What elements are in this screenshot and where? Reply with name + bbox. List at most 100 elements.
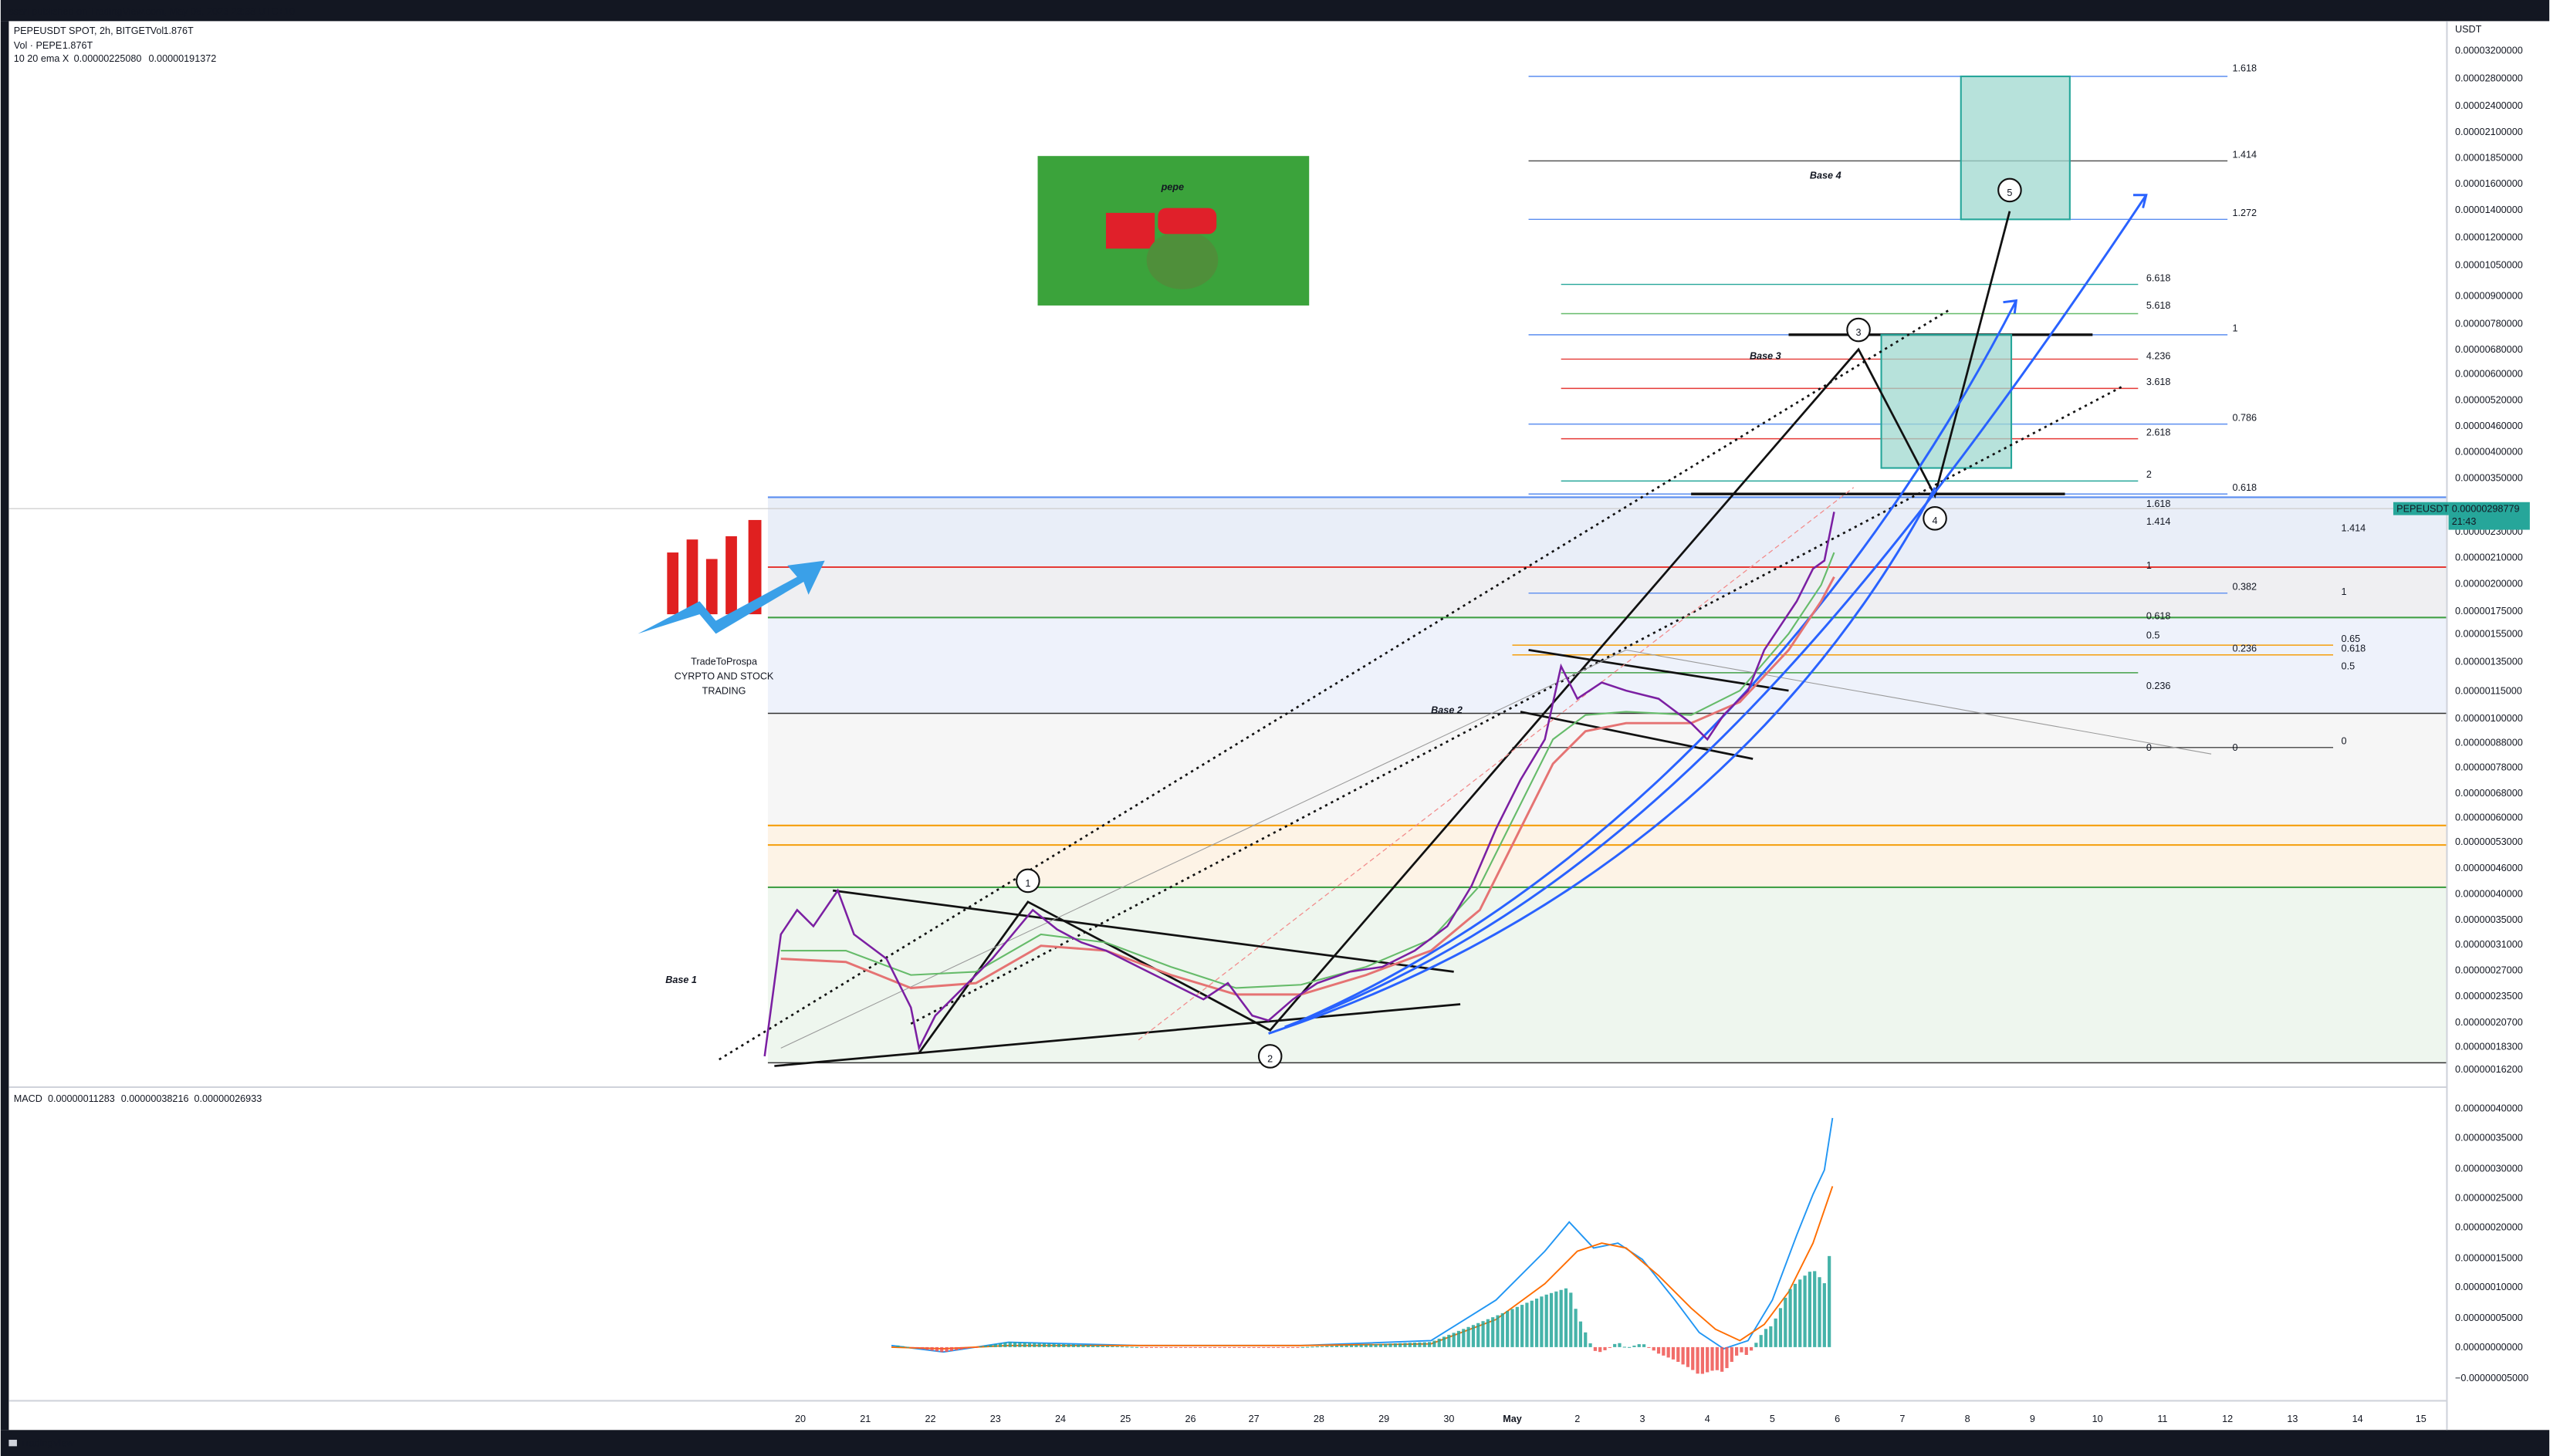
macd-histogram-bar [1271,1346,1275,1348]
fib-label: 0 [2342,736,2347,747]
macd-histogram-bar [1330,1346,1334,1347]
macd-histogram-bar [1359,1344,1363,1347]
logo-bar [748,519,762,615]
time-label: 25 [1120,1414,1131,1424]
macd-histogram-bar [1413,1342,1417,1347]
macd-histogram-bar [1618,1343,1622,1347]
macd-axis-label: 0.00000020000 [2455,1221,2523,1232]
macd-histogram-bar [1442,1336,1446,1347]
logo-arrow [638,560,825,634]
price-label: 0.00000200000 [2455,578,2523,589]
macd-histogram-bar [1632,1345,1636,1347]
macd-histogram-bar [1091,1345,1095,1347]
macd-histogram-bar [1037,1343,1041,1347]
wave-circle [1257,1044,1283,1069]
macd-histogram-bar [1422,1342,1426,1347]
macd-histogram-bar [1676,1346,1680,1362]
price-label: 0.00000068000 [2455,788,2523,799]
macd-histogram-bar [920,1346,925,1350]
macd-histogram-bar [1471,1325,1476,1347]
macd-histogram-bar [1267,1346,1270,1348]
macd-histogram-bar [1769,1326,1773,1347]
macd-histogram-bar [905,1346,910,1348]
macd-histogram-bar [1184,1346,1188,1348]
macd-histogram-bar [1140,1346,1144,1348]
macd-histogram-bar [945,1346,949,1352]
macd-histogram-bar [1047,1343,1051,1347]
macd-axis-label: 0.00000015000 [2455,1252,2523,1263]
trendlines [719,211,2212,1067]
time-label: 29 [1378,1414,1389,1424]
macd-histogram-bar [915,1346,919,1349]
footer-logo [8,1439,17,1447]
macd-histogram-bar [1237,1346,1241,1348]
legend-volume-value: 1.876T [63,40,93,51]
macd-histogram-bar [969,1346,973,1348]
macd-histogram-bar [1500,1312,1504,1347]
fib-label: 1.414 [2342,523,2366,534]
price-label: 0.00000600000 [2455,369,2523,380]
macd-histogram-bar [1784,1297,1787,1347]
macd-histogram-bar [1749,1346,1754,1351]
macd-histogram-bar [1203,1346,1207,1348]
time-label: 12 [2222,1414,2233,1424]
wave-label: 2 [1267,1053,1273,1064]
trendline [1625,649,2212,755]
fib-label: 0 [2146,742,2152,753]
macd-histogram-bar [1456,1330,1461,1347]
image-flag [1105,212,1155,249]
legend-symbol: PEPEUSDT SPOT, 2h, BITGET [14,25,151,36]
trendline [780,649,1627,1049]
base-label: Base 1 [665,975,697,985]
macd-histogram-bar [1593,1346,1597,1351]
macd-histogram-bar [1071,1344,1075,1347]
macd-histogram-bar [1822,1283,1826,1347]
macd-histogram-bar [1662,1346,1666,1356]
macd-histogram-bar [1715,1346,1719,1370]
image-caption: pepe [1161,181,1184,192]
macd-histogram-bar [1408,1343,1412,1347]
time-label: 8 [1965,1414,1970,1424]
macd-histogram-bar [1515,1306,1519,1347]
macd-histogram-bar [925,1346,929,1350]
fib-label: 0.5 [2342,661,2356,672]
macd-histogram-bar [1145,1346,1148,1348]
macd-histogram-bar [1384,1343,1388,1347]
macd-histogram-bar [1223,1346,1226,1348]
fib-label: 0.786 [2232,412,2257,423]
price-label: 0.00000680000 [2455,344,2523,355]
zone [767,497,2447,568]
macd-histogram-bar [1018,1342,1022,1347]
macd-histogram-bar [959,1346,963,1350]
macd-histogram-bar [1067,1344,1070,1347]
macd-histogram-bar [998,1343,1003,1347]
macd-histogram-bar [1735,1346,1739,1356]
price-label: 0.00002400000 [2455,100,2523,111]
macd-histogram-bar [1700,1346,1704,1374]
macd-histogram-bar [1120,1346,1125,1348]
fib-label: 1 [2232,323,2237,334]
macd-histogram-bar [1652,1346,1655,1351]
price-label: 0.00000100000 [2455,713,2523,724]
macd-histogram-bar [1199,1346,1202,1348]
zone [767,617,2447,714]
fib-label: 1.618 [2146,498,2171,509]
macd-histogram-bar [1481,1321,1485,1347]
macd-histogram-bar [1242,1346,1246,1348]
price-label: 0.00000078000 [2455,762,2523,772]
price-label: 0.00000046000 [2455,863,2523,873]
macd-histogram-bar [1754,1343,1758,1347]
price-label: 0.00001850000 [2455,152,2523,163]
price-label: 0.00000350000 [2455,472,2523,483]
price-label: 0.00000088000 [2455,738,2523,748]
arrowhead [2003,194,2148,314]
macd-histogram-bar [1218,1346,1222,1348]
macd-histogram-bar [1452,1333,1456,1347]
time-label: 30 [1443,1414,1454,1424]
macd-histogram-bar [1077,1344,1081,1347]
tag-price: 0.00000298779 [2452,503,2520,514]
macd-histogram-bar [1212,1346,1217,1348]
macd-histogram-bar [1378,1343,1382,1347]
macd-axis-label: 0.00000025000 [2455,1192,2523,1203]
